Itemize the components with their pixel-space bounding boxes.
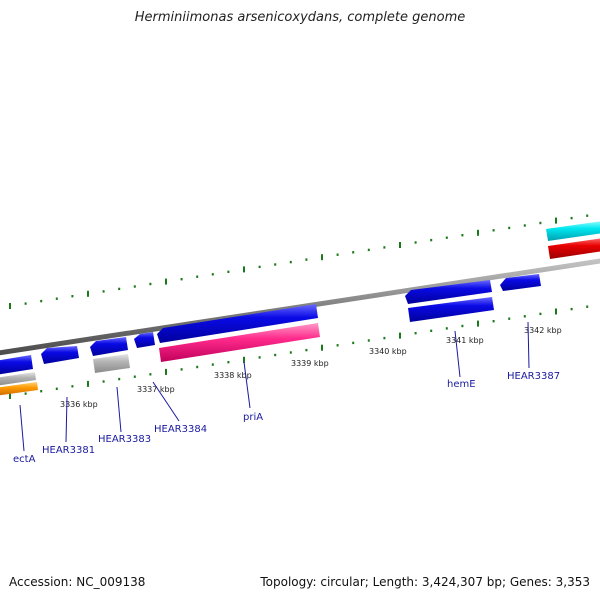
scale-label: 3336 kbp xyxy=(60,400,98,409)
genome-backbone xyxy=(0,258,600,356)
genome-title: Herminiimonas arsenicoxydans, complete g… xyxy=(134,10,466,25)
accession-label: Accession: NC_009138 xyxy=(9,575,146,589)
gene-label-leaders xyxy=(19,321,530,452)
gene-hemE-reverse[interactable] xyxy=(408,297,494,322)
gene-label-hear3387[interactable]: HEAR3387 xyxy=(507,371,560,382)
gene-label-hemE[interactable]: hemE xyxy=(447,379,476,390)
upper-tick-track xyxy=(9,214,589,309)
topology-summary: Topology: circular; Length: 3,424,307 bp… xyxy=(260,575,590,589)
leader-hemE xyxy=(454,330,461,378)
leader-hear3381 xyxy=(65,396,68,443)
leader-priA xyxy=(243,361,251,409)
leader-hear3383 xyxy=(116,386,122,433)
gene-hear3383-reverse[interactable] xyxy=(93,354,130,373)
scale-label: 3342 kbp xyxy=(524,326,562,335)
scale-label: 3337 kbp xyxy=(137,385,175,394)
gene-label-hear3383[interactable]: HEAR3383 xyxy=(98,434,151,445)
gene-hear3381[interactable] xyxy=(41,346,79,364)
gene-hemE[interactable] xyxy=(405,280,492,304)
scale-label: 3341 kbp xyxy=(446,336,484,345)
gene-cyan-block[interactable] xyxy=(546,220,600,241)
scale-label: 3338 kbp xyxy=(214,371,252,380)
scale-label: 3339 kbp xyxy=(291,359,329,368)
gene-label-hear3384[interactable]: HEAR3384 xyxy=(154,424,207,435)
gene-priA-reverse[interactable] xyxy=(159,323,320,362)
lower-tick-track xyxy=(9,305,589,399)
gene-labels: ectA HEAR3381 HEAR3383 HEAR3384 priA hem… xyxy=(13,371,560,465)
gene-priA-forward[interactable] xyxy=(157,304,318,343)
scale-label: 3340 kbp xyxy=(369,347,407,356)
gene-ectA-reverse-gray[interactable] xyxy=(0,372,36,386)
forward-strand-genes xyxy=(0,220,600,375)
gene-hear3387[interactable] xyxy=(500,274,541,291)
leader-hear3387 xyxy=(527,321,530,369)
scale-labels: 3336 kbp 3337 kbp 3338 kbp 3339 kbp 3340… xyxy=(60,326,562,409)
gene-ectA[interactable] xyxy=(0,355,33,375)
gene-label-hear3381[interactable]: HEAR3381 xyxy=(42,445,95,456)
gene-label-ectA[interactable]: ectA xyxy=(13,454,36,465)
leader-hear3384 xyxy=(152,381,180,422)
gene-red-block[interactable] xyxy=(548,237,600,259)
gene-label-priA[interactable]: priA xyxy=(243,412,263,423)
gene-ectA-reverse-orange[interactable] xyxy=(0,382,38,396)
reverse-strand-genes xyxy=(0,237,600,396)
gene-hear3383-forward[interactable] xyxy=(90,337,128,356)
gene-hear3384[interactable] xyxy=(134,332,155,348)
leader-ectA xyxy=(19,404,25,452)
